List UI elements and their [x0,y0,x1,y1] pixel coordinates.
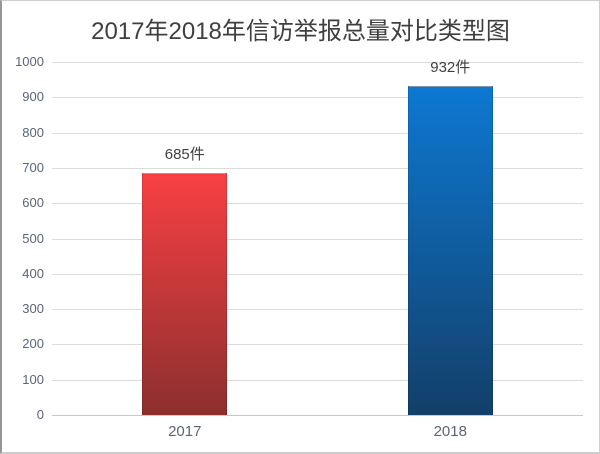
y-axis-tick-label: 300 [22,301,44,317]
gridline [52,379,583,381]
gridline [52,167,583,169]
y-axis-tick-label: 100 [22,371,44,387]
gridline [52,62,583,63]
gridline [52,238,583,240]
y-axis-tick-label: 700 [22,159,44,175]
gridline [52,309,583,311]
bar-2018 [407,86,493,415]
gridline [52,132,583,134]
data-label: 932件 [430,59,471,76]
x-axis-category-label: 2018 [433,423,467,440]
gridline [52,203,583,205]
gridline [52,97,583,99]
y-axis-tick-label: 0 [36,407,44,422]
y-axis-tick-label: 600 [22,195,44,211]
data-label: 685件 [164,146,205,164]
y-axis-tick-label: 800 [22,124,44,140]
y-axis-tick-label: 400 [22,265,44,281]
y-axis-tick-label: 200 [22,336,44,352]
x-axis-category-label: 2017 [168,423,202,440]
gridline [52,344,583,346]
y-axis-tick-label: 500 [22,230,44,246]
chart-title: 2017年2018年信访举报总量对比类型图 [91,18,510,45]
bar-2017 [142,173,228,415]
y-axis-tick-label: 1000 [15,54,44,69]
gridline [52,273,583,275]
x-axis-line [52,415,583,416]
y-axis-tick-label: 900 [22,89,44,105]
